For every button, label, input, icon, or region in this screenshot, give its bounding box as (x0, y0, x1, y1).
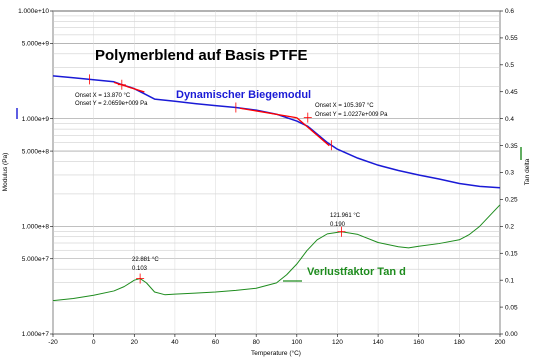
annotation-onset1-y: Onset Y = 2.0659e+009 Pa (75, 101, 148, 107)
y-right-tick-label: 0.5 (505, 62, 514, 69)
annotation-peak1-y: 0.103 (132, 266, 148, 272)
annotation-onset2-x: Onset X = 105.397 °C (315, 103, 374, 109)
y-right-tick-label: 0.15 (505, 250, 518, 257)
y-right-tick-label: 0.3 (505, 170, 514, 177)
x-axis-title: Temperature (°C) (251, 349, 301, 357)
annotation-onset2-y: Onset Y = 1.0227e+009 Pa (315, 112, 388, 118)
x-tick-label: 40 (171, 339, 179, 346)
y-right-tick-label: 0.00 (505, 331, 518, 338)
x-tick-label: 160 (413, 339, 424, 346)
series-line-tan-delta (52, 204, 501, 302)
y-left-axis-title: Modulus (Pa) (2, 153, 9, 192)
x-tick-label: 120 (332, 339, 343, 346)
y-right-tick-label: 0.1 (505, 277, 514, 284)
y-right-tick-label: 0.35 (505, 143, 518, 150)
y-right-tick-label: 0.2 (505, 224, 514, 231)
annotation-peak2-y: 0.190 (330, 222, 346, 228)
series-label-biegemodul: Dynamischer Biegemodul (176, 89, 311, 101)
y-right-axis-title: Tan delta (524, 158, 531, 185)
y-right-tick-label: 0.55 (505, 35, 518, 42)
x-tick-label: 100 (291, 339, 302, 346)
plot-area (52, 10, 501, 335)
annotation-onset1-x: Onset X = 13.870 °C (75, 93, 131, 99)
y-right-tick-label: 0.4 (505, 116, 514, 123)
annotation-markers (89, 74, 346, 284)
y-left-tick-label: 1.000e+7 (22, 331, 50, 338)
tangent-lines (113, 81, 330, 147)
y-left-tick-label: 1.000e+9 (22, 116, 50, 123)
grid (52, 10, 501, 335)
tangent-line (239, 107, 297, 119)
y-left-tick-label: 5.000e+7 (22, 256, 50, 263)
x-tick-label: 180 (454, 339, 465, 346)
y-left-tick-label: 5.000e+9 (22, 41, 50, 48)
annotation-peak2-x: 121.961 °C (330, 213, 361, 219)
tangent-line (113, 81, 145, 93)
series-label-tan-d: Verlustfaktor Tan d (307, 266, 406, 278)
y-left-tick-label: 5.000e+8 (22, 148, 50, 155)
y-right-axis-ticks: 0.6 0.55 0.5 0.45 0.4 0.35 0.3 0.25 0.2 0.15 0.1 0.… (500, 8, 518, 338)
x-tick-label: 140 (373, 339, 384, 346)
y-left-tick-label: 1.000e+8 (22, 224, 50, 231)
y-right-tick-label: 0.45 (505, 89, 518, 96)
y-right-tick-label: 0.6 (505, 8, 514, 15)
y-right-tick-label: 0.25 (505, 197, 518, 204)
y-left-tick-label: 1.000e+10 (18, 8, 49, 15)
tangent-line (296, 117, 330, 147)
x-tick-label: 20 (131, 339, 139, 346)
x-tick-label: 80 (253, 339, 261, 346)
y-left-axis-ticks: 1.000e+10 5.000e+9 1.000e+9 5.000e+8 1.000e+… (18, 8, 53, 338)
annotation-peak1-x: 22.881 °C (132, 257, 159, 263)
x-tick-label: 200 (495, 339, 506, 346)
chart-title: Polymerblend auf Basis PTFE (95, 47, 308, 64)
y-right-tick-label: 0.05 (505, 304, 518, 311)
x-axis-ticks: -20 0 20 40 60 80 100 120 140 160 180 200 (48, 334, 506, 346)
x-tick-label: 60 (212, 339, 220, 346)
x-tick-label: -20 (48, 339, 58, 346)
x-tick-label: 0 (92, 339, 96, 346)
